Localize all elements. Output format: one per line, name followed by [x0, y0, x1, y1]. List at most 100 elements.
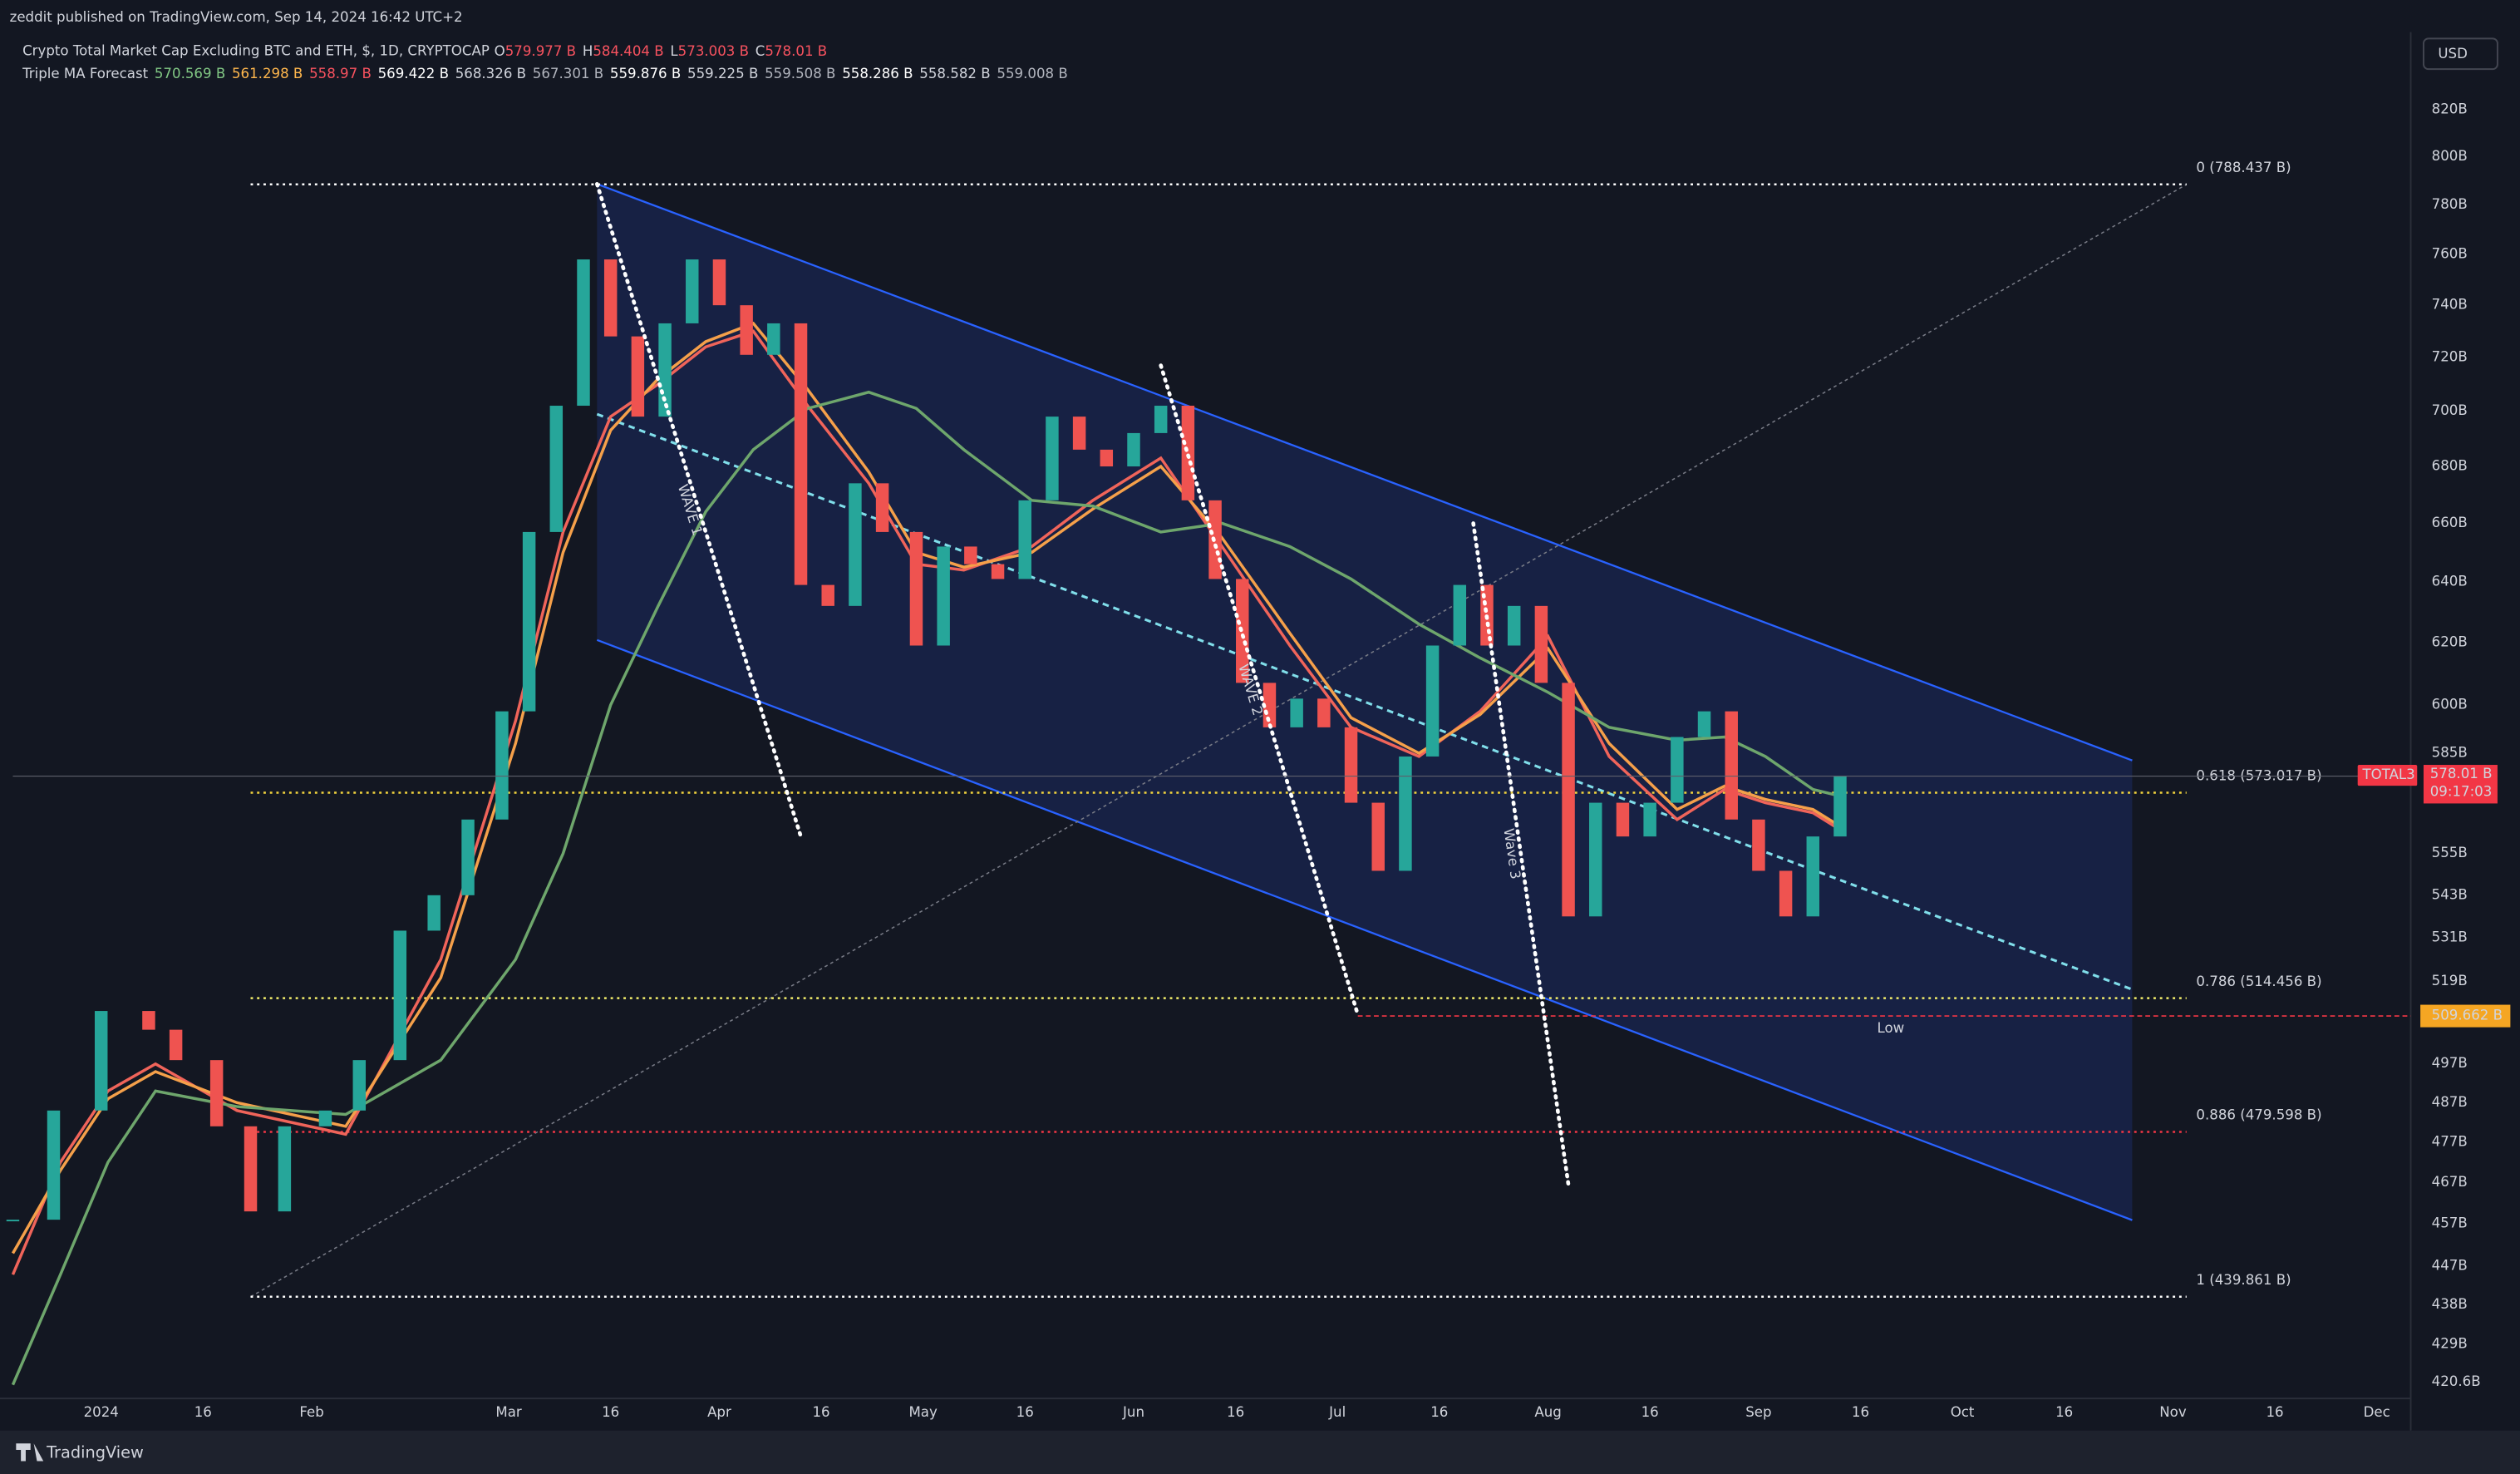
y-tick-label: 660B [2432, 515, 2468, 530]
price-bar [875, 483, 889, 532]
x-tick-label: 16 [812, 1404, 829, 1420]
price-bar [47, 1110, 61, 1220]
currency-box[interactable] [2423, 37, 2498, 71]
price-bar [1425, 645, 1440, 757]
price-bar [821, 584, 834, 606]
price-bar [1046, 417, 1059, 500]
price-bar [352, 1060, 367, 1111]
y-tick-label: 740B [2432, 297, 2468, 313]
x-tick-label: Dec [2364, 1404, 2390, 1420]
x-tick-label: Jul [1328, 1404, 1346, 1420]
symbol-tag-label: TOTAL3 [2362, 767, 2415, 782]
publisher: zeddit published on TradingView.com, Sep… [10, 9, 463, 25]
price-bar [1833, 776, 1847, 837]
ohlc-label: L [670, 42, 678, 58]
price-bar [740, 305, 753, 355]
price-bar [1154, 406, 1168, 433]
price-bar [1100, 449, 1114, 467]
price-bar [686, 259, 699, 323]
price-bar [461, 819, 475, 895]
y-tick-label: 457B [2432, 1215, 2468, 1231]
ohlc-value: 584.404 B [593, 42, 663, 58]
ohlc-label: H [583, 42, 593, 58]
price-bar [1262, 683, 1277, 727]
price-bar [1725, 711, 1738, 820]
ohlc-label: C [756, 42, 765, 58]
wave-line [1159, 363, 1361, 1017]
wave-line [1471, 521, 1571, 1187]
y-tick-label: 585B [2432, 745, 2468, 761]
y-tick-label: 640B [2432, 574, 2468, 589]
price-bar [549, 406, 564, 532]
x-tick-label: 16 [1852, 1404, 1869, 1420]
logo [16, 1443, 44, 1462]
ohlc-legend: O579.977 B H584.404 B L573.003 B C578.01 B [495, 42, 828, 58]
x-tick-label: Feb [299, 1404, 323, 1420]
ohlc-value: 579.977 B [505, 42, 576, 58]
price-bar [577, 259, 590, 407]
price-bar [1507, 605, 1521, 646]
price-bar [909, 531, 923, 646]
price-bar [1534, 605, 1548, 683]
channel-fill [597, 184, 2133, 1220]
price-bar [1072, 417, 1086, 450]
price-bar [1127, 432, 1140, 467]
x-tick-label: 16 [2055, 1404, 2073, 1420]
price-bar [1181, 406, 1195, 500]
y-tick-label: 620B [2432, 633, 2468, 649]
price-bar [1290, 698, 1303, 727]
fib-label: 0.886 (479.598 B) [2196, 1107, 2321, 1123]
x-tick-label: 16 [194, 1404, 212, 1420]
y-tick-label: 497B [2432, 1055, 2468, 1071]
indicator-value: 559.225 B [687, 65, 758, 81]
x-tick-label: 16 [602, 1404, 619, 1420]
chart-title: Crypto Total Market Cap Excluding BTC an… [22, 42, 490, 58]
x-tick-label: Nov [2159, 1404, 2187, 1420]
indicator-value: 568.326 B [455, 65, 526, 81]
indicator-value: 558.286 B [842, 65, 913, 81]
price-bar [169, 1029, 183, 1061]
price-bar [495, 711, 509, 820]
indicator-value: 558.97 B [309, 65, 372, 81]
brand: TradingView [46, 1442, 144, 1462]
x-tick-label: 16 [1016, 1404, 1034, 1420]
y-tick-label: 555B [2432, 845, 2468, 860]
price-bar [937, 546, 950, 646]
indicator-value: 558.582 B [919, 65, 990, 81]
x-tick-label: Aug [1534, 1404, 1561, 1420]
ohlc-value: 578.01 B [765, 42, 827, 58]
y-tick-label: 438B [2432, 1296, 2468, 1312]
y-tick-label: 760B [2432, 246, 2468, 262]
indicator-value: 559.508 B [765, 65, 835, 81]
price-bar [244, 1126, 258, 1212]
price-bar [1453, 584, 1467, 646]
x-tick-label: Mar [495, 1404, 522, 1420]
indicator-value: 561.298 B [232, 65, 303, 81]
price-bar [1399, 756, 1412, 871]
channel-upper [596, 183, 2133, 762]
price-bar [767, 323, 780, 355]
low-tag [2420, 1004, 2511, 1028]
y-tick-label: 820B [2432, 101, 2468, 116]
indicator-name: Triple MA Forecast [22, 65, 149, 81]
wave-line [595, 182, 803, 839]
y-tick-label: 477B [2432, 1133, 2468, 1149]
y-tick-label: 531B [2432, 929, 2468, 945]
x-tick-label: 16 [1641, 1404, 1659, 1420]
price-bar [991, 564, 1005, 579]
price-bar [142, 1011, 155, 1030]
x-tick-label: Sep [1745, 1404, 1771, 1420]
price-bar [964, 546, 977, 564]
price-bar [658, 323, 672, 417]
price-tag [2423, 765, 2498, 804]
indicator-value: 559.876 B [610, 65, 681, 81]
indicator-value: 570.569 B [155, 65, 225, 81]
y-tick-label: 720B [2432, 348, 2468, 364]
price-bar [1697, 711, 1711, 737]
price-bar [6, 1220, 20, 1222]
y-tick-label: 467B [2432, 1174, 2468, 1190]
price-bar [1371, 802, 1385, 871]
price-bar [318, 1110, 332, 1126]
fib-label: 0 (788.437 B) [2196, 160, 2291, 175]
price-bar [427, 895, 441, 931]
